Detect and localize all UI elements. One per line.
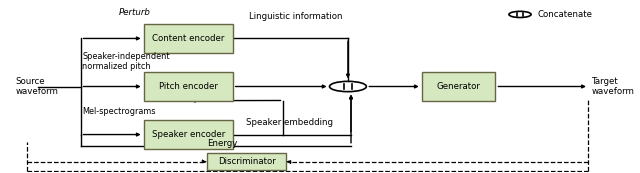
Text: Speaker encoder: Speaker encoder	[152, 130, 225, 139]
Text: Speaker embedding: Speaker embedding	[246, 118, 333, 127]
Text: Source
waveform: Source waveform	[15, 77, 58, 96]
Text: Pitch encoder: Pitch encoder	[159, 82, 218, 91]
Text: Mel-spectrograms: Mel-spectrograms	[83, 107, 156, 116]
Text: Perturb: Perturb	[119, 8, 150, 17]
Text: Target
waveform: Target waveform	[592, 77, 635, 96]
Text: Speaker-independent
normalized pitch: Speaker-independent normalized pitch	[83, 52, 170, 71]
FancyBboxPatch shape	[422, 72, 495, 101]
Text: Concatenate: Concatenate	[537, 10, 592, 19]
Text: Linguistic information: Linguistic information	[249, 12, 342, 21]
Text: Energy: Energy	[207, 139, 237, 148]
FancyBboxPatch shape	[143, 24, 233, 53]
FancyBboxPatch shape	[143, 120, 233, 149]
Text: Discriminator: Discriminator	[218, 157, 275, 166]
Text: Generator: Generator	[436, 82, 481, 91]
FancyBboxPatch shape	[207, 153, 287, 170]
FancyBboxPatch shape	[143, 72, 233, 101]
Text: Content encoder: Content encoder	[152, 34, 225, 43]
